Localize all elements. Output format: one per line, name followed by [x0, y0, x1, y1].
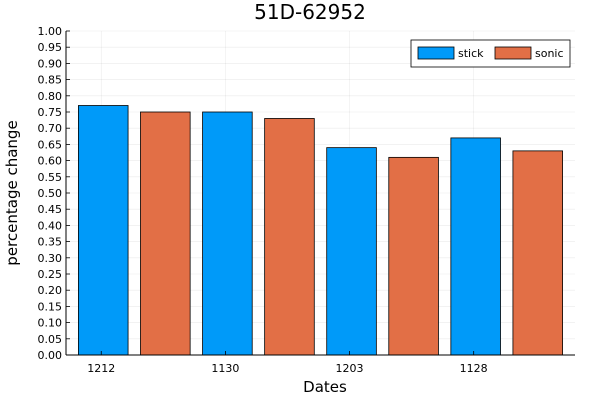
y-tick-label: 0.55	[38, 171, 63, 184]
x-axis-ticks: 1212 1130 1203 1128	[87, 351, 488, 375]
bar-sonic	[512, 150, 563, 356]
x-tick-label: 1203	[336, 362, 364, 375]
y-tick-label: 0.35	[38, 236, 63, 249]
y-tick-label: 0.25	[38, 268, 63, 281]
bar-sonic	[264, 118, 315, 356]
y-tick-label: 0.85	[38, 74, 63, 87]
y-tick-label: 0.00	[38, 349, 63, 362]
y-tick-label: 0.70	[38, 122, 63, 135]
x-axis-title: Dates	[303, 378, 347, 396]
y-tick-label: 0.30	[38, 252, 63, 265]
legend-swatch-stick	[417, 46, 455, 60]
y-tick-label: 1.00	[38, 25, 63, 38]
bar-sonic	[140, 111, 191, 356]
legend-label-stick: stick	[458, 47, 484, 60]
y-tick-label: 0.05	[38, 333, 63, 346]
legend: stick sonic	[410, 39, 571, 68]
y-tick-label: 0.15	[38, 300, 63, 313]
y-tick-label: 0.95	[38, 41, 63, 54]
y-tick-label: 0.45	[38, 203, 63, 216]
bar-stick	[78, 105, 129, 356]
legend-swatch-sonic	[494, 46, 532, 60]
bar-stick	[450, 137, 501, 356]
y-tick-label: 0.80	[38, 90, 63, 103]
y-axis-ticks: 0.00 0.05 0.10 0.15 0.20 0.25 0.30 0.35 0.40 0.45…	[38, 25, 70, 362]
x-tick-label: 1212	[87, 362, 115, 375]
chart-title: 51D-62952	[254, 0, 366, 24]
legend-label-sonic: sonic	[535, 47, 564, 60]
x-tick-label: 1130	[211, 362, 239, 375]
bar-sonic	[388, 156, 439, 356]
y-tick-label: 0.20	[38, 284, 63, 297]
y-tick-label: 0.65	[38, 138, 63, 151]
y-tick-label: 0.60	[38, 155, 63, 168]
y-tick-label: 0.40	[38, 219, 63, 232]
x-tick-label: 1128	[460, 362, 488, 375]
y-tick-label: 0.10	[38, 317, 63, 330]
y-tick-label: 0.75	[38, 106, 63, 119]
y-tick-label: 0.90	[38, 57, 63, 70]
bar-stick	[326, 147, 377, 356]
y-tick-label: 0.50	[38, 187, 63, 200]
y-axis-title: percentage change	[3, 120, 21, 265]
bars-group	[78, 105, 563, 356]
bar-stick	[202, 111, 253, 356]
